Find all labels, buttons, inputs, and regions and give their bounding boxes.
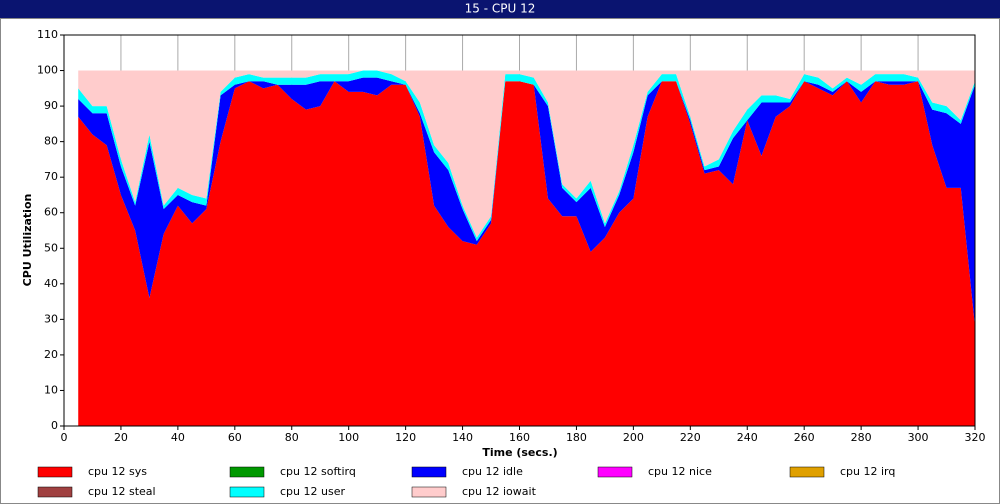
x-tick-label: 100: [338, 431, 359, 444]
legend-label: cpu 12 sys: [88, 465, 147, 478]
x-tick-label: 260: [794, 431, 815, 444]
y-tick-label: 10: [44, 383, 58, 396]
x-tick-label: 300: [908, 431, 929, 444]
x-tick-label: 220: [680, 431, 701, 444]
area: [78, 70, 975, 242]
legend-label: cpu 12 idle: [462, 465, 523, 478]
y-tick-label: 50: [44, 241, 58, 254]
y-tick-label: 100: [37, 64, 58, 77]
plot-border: [63, 34, 976, 427]
x-tick-label: 140: [452, 431, 473, 444]
chart-title: 15 - CPU 12: [465, 2, 536, 16]
x-tick-label: 320: [965, 431, 986, 444]
legend-label: cpu 12 steal: [88, 485, 156, 498]
legend-swatch: [597, 466, 633, 478]
x-tick-label: 0: [61, 431, 68, 444]
x-axis-label: Time (secs.): [482, 446, 557, 459]
x-tick-label: 20: [114, 431, 128, 444]
legend-label: cpu 12 iowait: [462, 485, 537, 498]
y-tick-label: 30: [44, 312, 58, 325]
y-axis-label: CPU Utilization: [21, 194, 34, 287]
area: [78, 70, 975, 238]
y-tick-label: 70: [44, 170, 58, 183]
x-tick-label: 280: [851, 431, 872, 444]
x-tick-label: 180: [566, 431, 587, 444]
y-tick-label: 90: [44, 99, 58, 112]
y-tick-label: 20: [44, 348, 58, 361]
legend-label: cpu 12 softirq: [280, 465, 356, 478]
y-tick-label: 110: [37, 28, 58, 41]
legend-swatch: [229, 466, 265, 478]
legend-swatch: [411, 486, 447, 498]
x-tick-label: 120: [395, 431, 416, 444]
x-tick-label: 40: [171, 431, 185, 444]
legend-swatch: [37, 466, 73, 478]
x-tick-label: 240: [737, 431, 758, 444]
legend-label: cpu 12 irq: [840, 465, 895, 478]
y-tick-label: 80: [44, 135, 58, 148]
title-bar: [0, 0, 1000, 18]
legend-swatch: [789, 466, 825, 478]
legend-swatch: [229, 486, 265, 498]
x-tick-label: 60: [228, 431, 242, 444]
x-tick-label: 160: [509, 431, 530, 444]
legend-swatch: [37, 486, 73, 498]
y-tick-label: 60: [44, 206, 58, 219]
legend-swatch: [411, 466, 447, 478]
area: [78, 81, 975, 426]
y-tick-label: 40: [44, 277, 58, 290]
plot-area: [63, 35, 976, 426]
y-tick-label: 0: [51, 419, 58, 432]
x-tick-label: 80: [285, 431, 299, 444]
legend-label: cpu 12 user: [280, 485, 345, 498]
x-tick-label: 200: [623, 431, 644, 444]
legend-label: cpu 12 nice: [648, 465, 712, 478]
